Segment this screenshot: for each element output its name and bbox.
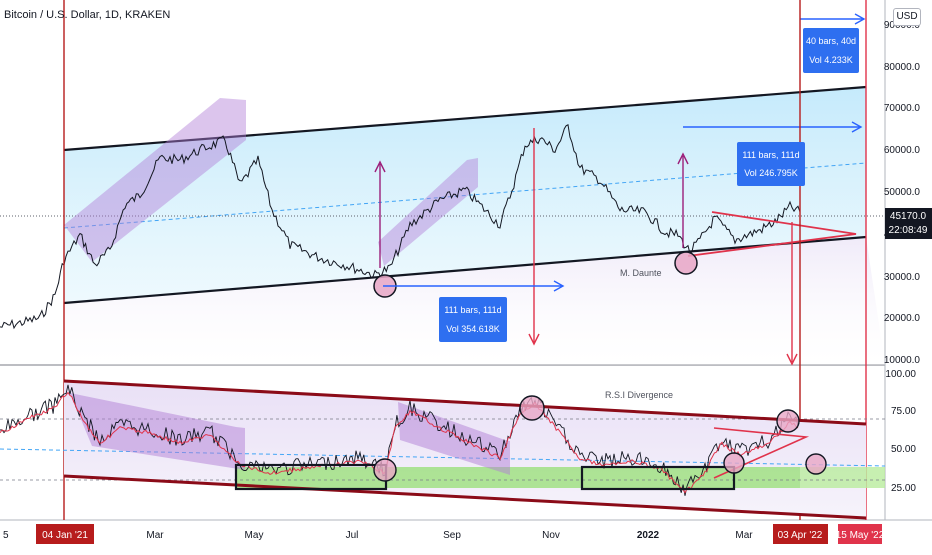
- purple-arrows: [374, 152, 689, 268]
- rsi-circle-5: [805, 453, 827, 475]
- time-label-2022: 2022: [637, 530, 660, 541]
- time-label-0: 5: [3, 530, 9, 541]
- rsi-circle-3: [723, 452, 745, 474]
- time-highlight-future-label: 15 May '22: [836, 530, 885, 541]
- info-box-top-line2: Vol 4.233K: [809, 55, 853, 65]
- rsi-tick-label: 100.00: [885, 369, 916, 380]
- price-tick-label: 30000.0: [884, 272, 921, 283]
- time-label-mar-22: Mar: [735, 530, 753, 541]
- rsi-axis[interactable]: 100.00 75.00 50.00 25.00: [885, 369, 916, 494]
- info-box-low-line2: Vol 354.618K: [446, 324, 500, 334]
- rsi-upper-trendline: [63, 379, 867, 426]
- purple-channel-1: [64, 98, 246, 262]
- last-price-value: 45170.0: [890, 211, 927, 222]
- rsi-box-2: [580, 465, 736, 491]
- time-label-may: May: [245, 530, 264, 541]
- time-label-jul: Jul: [346, 530, 359, 541]
- info-box-mid: 111 bars, 111d Vol 246.795K: [737, 142, 805, 186]
- rsi-signal-line: [0, 391, 799, 494]
- price-series-line: [0, 124, 801, 330]
- currency-button[interactable]: USD: [893, 8, 921, 26]
- info-box-top-line1: 40 bars, 40d: [806, 36, 856, 46]
- time-label-nov: Nov: [542, 530, 560, 541]
- info-box-low: 111 bars, 111d Vol 354.618K: [439, 297, 507, 342]
- bar-countdown: 22:08:49: [889, 225, 928, 236]
- rsi-tick-label: 25.00: [891, 483, 916, 494]
- info-box-low-line1: 111 bars, 111d: [444, 305, 501, 315]
- rsi-series-line: [0, 384, 799, 496]
- info-box-top: 40 bars, 40d Vol 4.233K: [803, 28, 859, 73]
- rsi-lower-trendline: [63, 474, 867, 520]
- price-tick-label: 50000.0: [884, 187, 921, 198]
- time-axis[interactable]: 5 04 Jan '21 Mar May Jul Sep Nov 2022 Ma…: [3, 524, 885, 544]
- chart-title: Bitcoin / U.S. Dollar, 1D, KRAKEN: [4, 9, 171, 21]
- price-tick-label: 20000.0: [884, 313, 921, 324]
- price-tick-label: 60000.0: [884, 145, 921, 156]
- rsi-purple-2: [398, 402, 510, 475]
- info-box-mid-line2: Vol 246.795K: [744, 168, 798, 178]
- rsi-tick-label: 50.00: [891, 444, 916, 455]
- time-highlight-right-label: 03 Apr '22: [778, 530, 823, 541]
- time-label-mar: Mar: [146, 530, 164, 541]
- red-down-arrows: [528, 128, 798, 366]
- time-highlight-left-label: 04 Jan '21: [42, 530, 88, 541]
- rsi-purple-1: [70, 393, 245, 470]
- rsi-tick-label: 75.00: [891, 406, 916, 417]
- time-highlight-future: [838, 524, 882, 544]
- time-label-sep: Sep: [443, 530, 461, 541]
- time-highlight-right: [773, 524, 828, 544]
- price-tick-label: 80000.0: [884, 62, 921, 73]
- low-circle-2: [674, 251, 698, 275]
- rsi-circle-4: [776, 409, 800, 433]
- info-box-mid-line1: 111 bars, 111d: [742, 150, 799, 160]
- channel-lower-line: [63, 235, 867, 305]
- channel-mid-line: [63, 162, 867, 229]
- price-axis[interactable]: 90000.080000.070000.060000.050000.040000…: [884, 20, 921, 366]
- rsi-divergence-label: R.S.I Divergence: [605, 390, 673, 400]
- price-tick-label: 10000.0: [884, 355, 921, 366]
- price-tick-label: 70000.0: [884, 103, 921, 114]
- time-highlight-left: [36, 524, 94, 544]
- purple-channel-2: [378, 158, 478, 266]
- rsi-triangle: [713, 427, 810, 479]
- rsi-circle-1: [373, 458, 397, 482]
- channel-upper-line: [63, 85, 867, 152]
- triangle-pattern: [687, 211, 857, 257]
- last-price-badge: 45170.0 22:08:49: [885, 208, 932, 239]
- author-label: M. Daunte: [620, 268, 662, 278]
- blue-range-arrows: [383, 13, 866, 292]
- rsi-circle-2: [519, 395, 545, 421]
